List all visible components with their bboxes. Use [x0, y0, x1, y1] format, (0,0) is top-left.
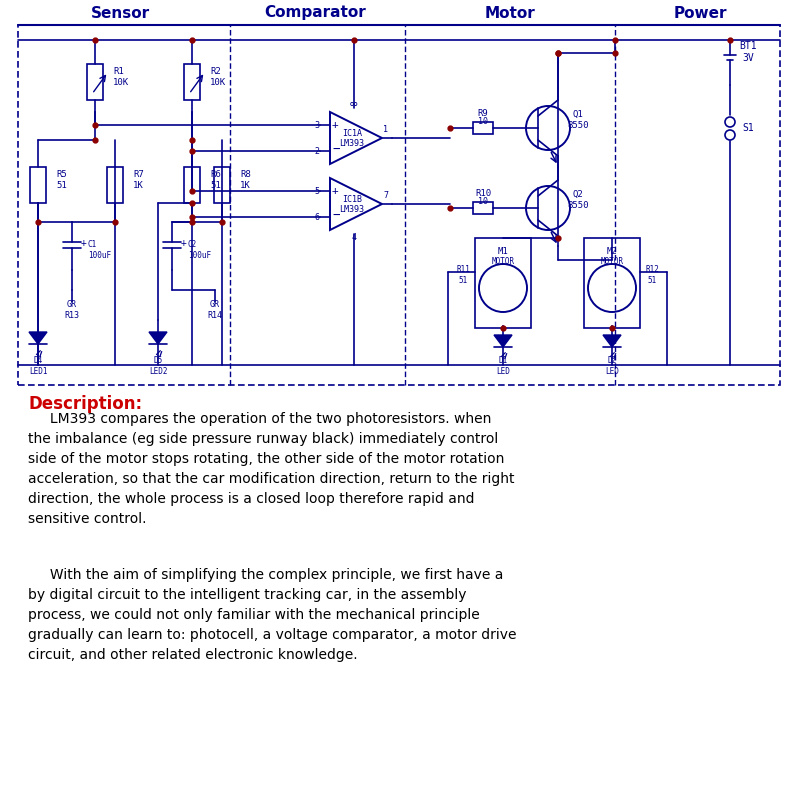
Circle shape [725, 130, 735, 140]
Text: Sensor: Sensor [90, 6, 150, 21]
Circle shape [526, 186, 570, 230]
Text: 1: 1 [383, 125, 389, 134]
FancyBboxPatch shape [584, 238, 640, 328]
Text: R8
1K: R8 1K [240, 170, 250, 190]
Text: +: + [81, 238, 87, 248]
Text: 7: 7 [383, 190, 389, 199]
Text: Motor: Motor [485, 6, 535, 21]
Text: Q2
8550: Q2 8550 [567, 190, 589, 210]
Text: R9: R9 [478, 110, 488, 118]
Text: ∞: ∞ [350, 98, 358, 110]
Text: GR
R13: GR R13 [65, 300, 79, 320]
Text: LM393: LM393 [339, 138, 365, 147]
Text: D1
LED: D1 LED [496, 356, 510, 376]
FancyBboxPatch shape [214, 167, 230, 203]
Circle shape [588, 264, 636, 312]
Circle shape [479, 264, 527, 312]
FancyBboxPatch shape [184, 167, 200, 203]
Text: +: + [181, 238, 187, 248]
Text: IC1B: IC1B [342, 194, 362, 203]
Text: C2
100uF: C2 100uF [188, 240, 211, 260]
Polygon shape [603, 335, 621, 347]
FancyBboxPatch shape [475, 238, 531, 328]
Text: R2
10K: R2 10K [210, 67, 226, 86]
Text: +: + [332, 120, 338, 130]
FancyBboxPatch shape [473, 122, 493, 134]
Polygon shape [149, 332, 167, 344]
Polygon shape [330, 112, 382, 164]
Text: With the aim of simplifying the complex principle, we first have a
by digital ci: With the aim of simplifying the complex … [28, 568, 517, 662]
Text: Comparator: Comparator [264, 6, 366, 21]
Text: LM393: LM393 [339, 205, 365, 214]
Text: M2: M2 [606, 247, 618, 257]
Text: 4: 4 [351, 234, 357, 242]
Text: R7
1K: R7 1K [133, 170, 144, 190]
Text: 6: 6 [314, 213, 319, 222]
Text: MOTOR: MOTOR [601, 258, 623, 266]
Text: 2: 2 [314, 146, 319, 155]
Text: Q1
8550: Q1 8550 [567, 110, 589, 130]
Text: −: − [332, 209, 339, 222]
Text: MOTOR: MOTOR [491, 258, 514, 266]
Text: D4
LED1: D4 LED1 [29, 356, 47, 376]
FancyBboxPatch shape [473, 202, 493, 214]
Text: 5: 5 [314, 186, 319, 195]
Text: R10: R10 [475, 190, 491, 198]
Text: −: − [332, 142, 339, 155]
Text: 10: 10 [478, 198, 488, 206]
FancyBboxPatch shape [184, 64, 200, 100]
Text: S1: S1 [742, 123, 754, 133]
Text: LM393 compares the operation of the two photoresistors. when
the imbalance (eg s: LM393 compares the operation of the two … [28, 412, 514, 526]
Text: R1
10K: R1 10K [113, 67, 129, 86]
Text: D2
LED: D2 LED [605, 356, 619, 376]
Text: R5
51: R5 51 [56, 170, 66, 190]
Polygon shape [29, 332, 47, 344]
Polygon shape [494, 335, 512, 347]
Text: IC1A: IC1A [342, 129, 362, 138]
Circle shape [526, 106, 570, 150]
Text: R12
51: R12 51 [645, 266, 659, 285]
Polygon shape [330, 178, 382, 230]
Text: Power: Power [674, 6, 726, 21]
Circle shape [725, 117, 735, 127]
Text: +: + [332, 186, 338, 196]
Text: 10: 10 [478, 118, 488, 126]
Text: R6
51: R6 51 [210, 170, 221, 190]
Text: R11
51: R11 51 [456, 266, 470, 285]
Text: D5
LED2: D5 LED2 [149, 356, 167, 376]
FancyBboxPatch shape [30, 167, 46, 203]
Text: M1: M1 [498, 247, 508, 257]
Text: C1
100uF: C1 100uF [88, 240, 111, 260]
Text: 3: 3 [314, 121, 319, 130]
FancyBboxPatch shape [107, 167, 123, 203]
FancyBboxPatch shape [87, 64, 103, 100]
Text: GR
R14: GR R14 [207, 300, 222, 320]
Text: Description:: Description: [28, 395, 142, 413]
Text: BT1
3V: BT1 3V [739, 41, 757, 62]
